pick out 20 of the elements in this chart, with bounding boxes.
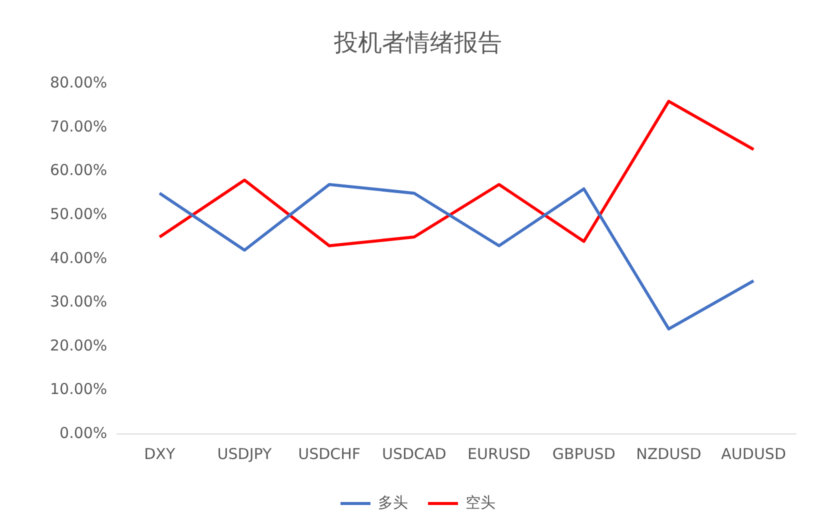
x-tick-label: DXY: [144, 444, 176, 463]
y-tick-label: 70.00%: [50, 117, 108, 136]
chart-title: 投机者情绪报告: [333, 28, 502, 57]
x-tick-label: GBPUSD: [552, 444, 616, 463]
y-tick-label: 30.00%: [50, 292, 108, 311]
y-tick-label: 20.00%: [50, 336, 108, 354]
legend-label: 多头: [378, 493, 408, 512]
legend-label: 空头: [466, 493, 496, 512]
y-tick-label: 60.00%: [50, 161, 108, 180]
x-tick-label: USDCHF: [298, 444, 361, 463]
x-tick-label: EURUSD: [468, 444, 530, 463]
y-tick-label: 0.00%: [60, 424, 108, 442]
y-tick-label: 80.00%: [50, 74, 108, 92]
y-tick-label: 40.00%: [50, 248, 108, 267]
x-tick-label: USDCAD: [382, 444, 446, 463]
x-tick-label: AUDUSD: [721, 444, 786, 463]
y-tick-label: 10.00%: [50, 380, 108, 398]
y-tick-label: 50.00%: [50, 205, 108, 224]
x-tick-label: USDJPY: [217, 444, 272, 463]
x-tick-label: NZDUSD: [636, 444, 702, 463]
